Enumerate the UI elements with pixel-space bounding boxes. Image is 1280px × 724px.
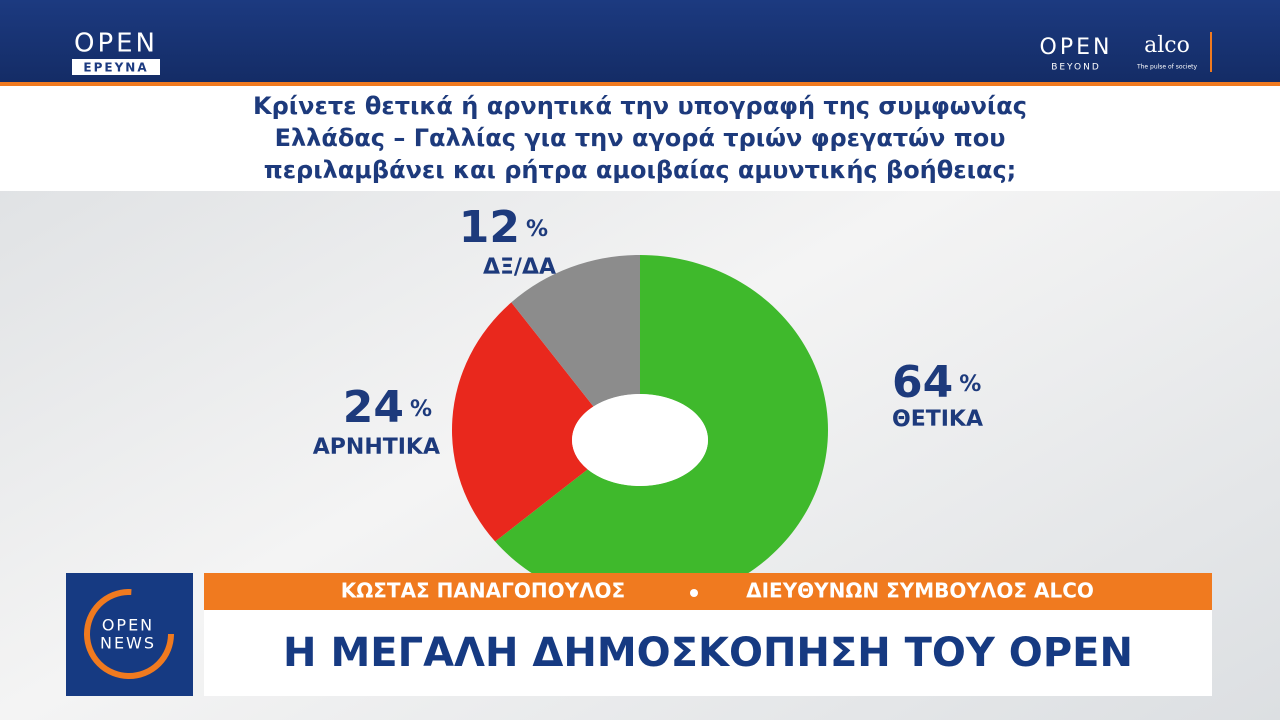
value-label: 64% [892,357,981,408]
logo-sub: BEYOND [1051,63,1101,73]
question-box: Κρίνετε θετικά ή αρνητικά την υπογραφή τ… [253,92,1027,184]
chart-title: Κρίνετε θετικά ή αρνητικά την υπογραφή τ… [253,92,1027,184]
news-logo-ring [84,589,174,679]
category-label: ΔΞ/ΔΑ [483,255,556,280]
top-accent [0,82,1280,86]
top-bar [0,0,1280,82]
divider [1210,32,1212,72]
news-logo: OPEN [102,616,154,635]
donut-slice [511,255,640,407]
value-unit: % [410,397,432,422]
logo-tag [72,59,160,75]
value-unit: % [526,217,548,242]
category-label: ΘΕΤΙΚΑ [892,407,983,432]
value-unit: % [959,372,981,397]
value-label: 12% [459,202,548,253]
donut-slice [452,302,594,542]
value-label: 24% [343,382,432,433]
news-logo-sub: NEWS [100,634,156,653]
value-number: 64 [892,357,953,408]
logo: OPEN [74,29,158,59]
logo: OPEN [1040,35,1113,60]
donut-slice [495,255,828,605]
partner-tagline: The pulse of society [1136,64,1198,71]
name-bar [204,573,1212,610]
value-number: 12 [459,202,520,253]
value-number: 24 [343,382,404,433]
speaker-role: ΔΙΕΥΘΥΝΩΝ ΣΥΜΒΟΥΛΟΣ ALCO [746,579,1094,603]
speaker-name: ΚΩΣΤΑΣ ΠΑΝΑΓΟΠΟΥΛΟΣ [341,579,625,603]
headline: Η ΜΕΓΑΛΗ ΔΗΜΟΣΚΟΠΗΣΗ ΤΟΥ OPEN [283,630,1133,676]
category-label: ΑΡΝΗΤΙΚΑ [313,435,440,460]
donut-hole [572,394,708,486]
question-band [0,86,1280,191]
logo-sub: ΕΡΕΥΝΑ [83,61,148,75]
partner-logo: alco [1144,33,1190,58]
headline-bar [204,610,1212,696]
separator [690,589,698,597]
